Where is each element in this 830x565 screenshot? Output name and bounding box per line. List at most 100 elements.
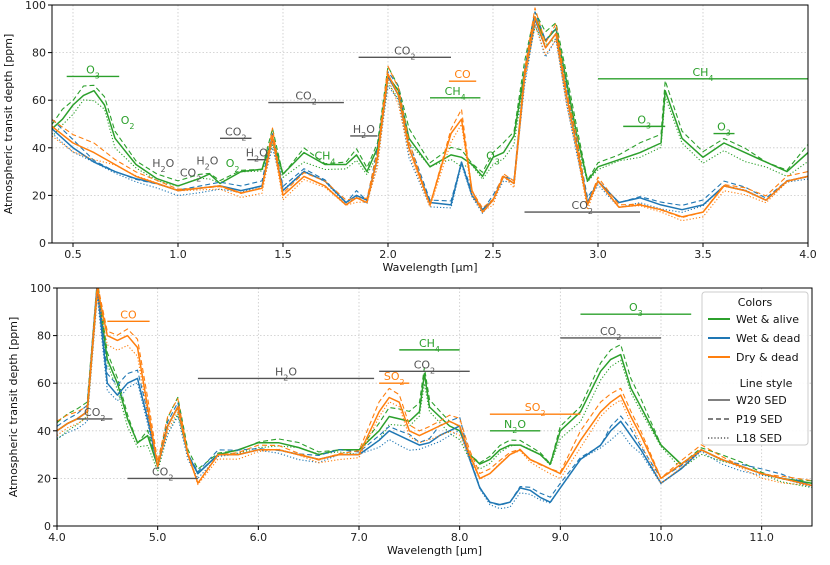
legend-item-label: Wet & dead [736,332,800,345]
molecule-label-part: 2 [312,97,317,106]
x-tick-label: 9.0 [552,531,570,544]
y-tick-label: 0 [44,520,51,533]
molecule-label-part: CO [600,325,617,338]
x-tick-label: 2.0 [379,248,397,261]
molecule-label: CO2 [180,166,201,183]
molecule-label-part: CO [84,406,101,419]
x-tick-label: 1.5 [274,248,292,261]
series-line-wet-dead-p19 [57,288,812,506]
series-line-dry-dead-l18 [57,295,812,487]
molecule-label-part: CO [225,125,242,138]
legend-style-label: W20 SED [736,394,787,407]
series-line-wet-alive-p19 [52,11,808,182]
molecule-label-part: 2 [512,425,517,434]
molecule-label-part: 2 [361,130,366,139]
legend: Colors Wet & alive Wet & dead Dry & dead Lin… [701,291,809,446]
x-axis-label: Wavelength [µm] [387,544,482,557]
molecule-label-part: SO [384,370,400,383]
molecule-label-part: N [504,418,512,431]
molecule-label-part: CO [414,358,431,371]
x-tick-label: 0.5 [64,248,82,261]
molecule-label-part: O [166,157,175,170]
molecule-label-part: 4 [435,344,440,353]
series-line-wet-alive-l18 [52,26,808,187]
molecule-label-part: H [275,365,283,378]
series-group [52,7,808,222]
series-line-dry-dead-w20 [57,288,812,487]
molecule-label-part: CO [394,44,411,57]
molecule-label-part: CO [180,166,197,179]
molecule-label-part: 3 [95,71,100,80]
x-tick-label: 5.0 [149,531,167,544]
x-tick-label: 10.0 [649,531,674,544]
molecule-label-part: O [121,114,130,127]
legend-linestyle-title: Line style [740,377,793,390]
x-tick-label: 7.0 [350,531,368,544]
molecule-label-part: H [196,154,204,167]
molecule-label-part: O [717,121,726,134]
y-axis-label: Atmospheric transit depth [ppm] [2,34,15,215]
legend-item-label: Wet & alive [736,313,799,326]
y-tick-label: 40 [32,142,46,155]
y-tick-label: 80 [32,47,46,60]
molecule-label-part: CO [572,199,589,212]
molecule-label: CO2 [84,406,105,423]
y-tick-label: 20 [32,189,46,202]
series-line-wet-dead-p19 [52,11,808,211]
molecule-label-part: 2 [540,409,545,418]
molecule-label: O3 [86,63,100,80]
molecule-label-part: 4 [461,92,466,101]
molecule-label-part: O [366,123,375,136]
molecule-label-part: CH [419,337,435,350]
molecule-label: H2O [353,123,375,140]
molecule-label-part: O [517,418,526,431]
molecule-label-part: O [226,157,235,170]
x-tick-label: 4.0 [799,248,817,261]
molecule-label: SO2 [384,370,405,387]
molecule-label-part: 3 [495,157,500,166]
molecule-label-part: 2 [196,174,201,183]
legend-box [701,291,809,446]
molecule-label: H2O [152,157,174,174]
molecule-label-part: O [637,113,646,126]
y-tick-label: 40 [37,425,51,438]
molecule-label: SO2 [525,401,546,418]
molecule-label-part: H [353,123,361,136]
molecule-label: H2O [246,147,268,164]
molecule-label: O2 [226,157,240,174]
molecule-label-part: O [259,147,268,160]
y-tick-label: 80 [37,330,51,343]
series-line-wet-dead-w20 [57,288,812,506]
molecule-label: CO [454,68,471,81]
molecule-label-part: 2 [100,413,105,422]
legend-style-label: P19 SED [736,413,783,426]
molecule-label-part: H [152,157,160,170]
x-tick-label: 1.0 [169,248,187,261]
molecule-label-part: 2 [241,133,246,142]
y-tick-label: 60 [37,377,51,390]
molecule-label: O3 [717,121,731,138]
series-line-wet-dead-l18 [57,296,812,510]
molecule-label-part: 2 [616,332,621,341]
y-tick-label: 20 [37,472,51,485]
molecule-label-part: 2 [161,164,166,173]
x-tick-label: 11.0 [749,531,774,544]
molecule-label-part: 2 [430,366,435,375]
series-line-dry-dead-p19 [57,288,812,484]
molecule-label-part: 2 [400,378,405,387]
molecule-label-part: CH [692,66,708,79]
molecule-label: CO [120,308,137,321]
molecule-label-part: 3 [726,128,731,137]
molecule-label: CH4 [314,150,335,167]
molecule-label-part: 2 [234,164,239,173]
molecule-label: CO2 [152,465,173,482]
molecule-label: CH4 [692,66,713,83]
series-line-wet-alive-w20 [52,16,808,187]
y-tick-label: 100 [30,282,51,295]
molecule-label-part: SO [525,401,541,414]
molecule-label-part: 3 [646,121,651,130]
axes-frame [56,287,813,527]
molecule-label: O3 [486,150,500,167]
